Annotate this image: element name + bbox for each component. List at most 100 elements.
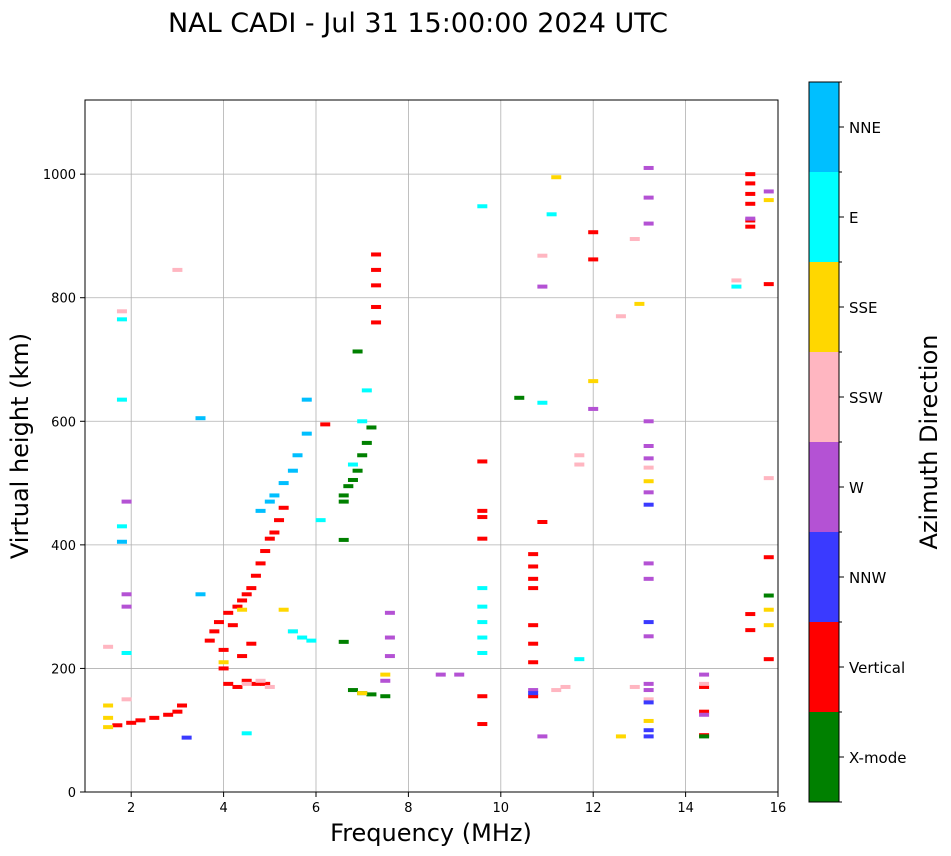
data-point (241, 681, 252, 686)
data-point (301, 431, 312, 436)
data-point (357, 419, 368, 424)
data-point (435, 672, 446, 677)
data-point (246, 586, 257, 591)
data-point (306, 638, 317, 643)
data-point (255, 561, 266, 566)
colorbar-segment (809, 172, 839, 262)
data-point (528, 586, 539, 591)
data-point (103, 725, 114, 730)
data-point (745, 612, 756, 617)
data-point (297, 635, 308, 640)
data-point (103, 703, 114, 708)
data-point (745, 201, 756, 206)
data-point (643, 634, 654, 639)
data-point (615, 734, 626, 739)
data-point (338, 639, 349, 644)
series-x-mode (338, 349, 774, 739)
series-ssw (103, 237, 774, 702)
y-tick-label: 200 (51, 662, 76, 677)
data-point (477, 459, 488, 464)
data-point (357, 453, 368, 458)
data-point (116, 539, 127, 544)
data-point (574, 462, 585, 467)
data-point (241, 592, 252, 597)
data-point (699, 672, 710, 677)
data-point (763, 623, 774, 628)
data-point (204, 638, 215, 643)
data-point (278, 481, 289, 486)
x-tick-label: 4 (219, 801, 227, 816)
data-point (763, 198, 774, 203)
x-tick-label: 16 (770, 801, 787, 816)
data-point (241, 731, 252, 736)
data-point (528, 641, 539, 646)
data-point (537, 519, 548, 524)
data-point (361, 388, 372, 393)
data-point (528, 576, 539, 581)
data-point (287, 468, 298, 473)
data-point (338, 499, 349, 504)
data-point (454, 672, 465, 677)
data-point (477, 515, 488, 520)
data-point (352, 349, 363, 354)
series-nne (116, 397, 312, 597)
data-point (172, 267, 183, 272)
data-point (121, 650, 132, 655)
data-point (384, 610, 395, 615)
data-point (135, 718, 146, 723)
y-tick-label: 400 (51, 539, 76, 554)
data-point (528, 688, 539, 693)
data-point (745, 191, 756, 196)
colorbar-segment (809, 262, 839, 352)
data-point (763, 555, 774, 560)
y-tick-label: 800 (51, 292, 76, 307)
data-point (320, 422, 331, 427)
data-point (643, 728, 654, 733)
data-point (264, 536, 275, 541)
data-point (260, 549, 271, 554)
data-point (643, 221, 654, 226)
data-point (643, 697, 654, 702)
data-point (195, 416, 206, 421)
data-point (278, 607, 289, 612)
colorbar: X-mode Vertical NNW W SSW SSE E NNE (808, 81, 906, 803)
data-point (218, 647, 229, 652)
data-point (103, 644, 114, 649)
data-point (643, 465, 654, 470)
data-point (269, 493, 280, 498)
data-point (172, 709, 183, 714)
data-point (477, 694, 488, 699)
data-point (763, 189, 774, 194)
data-point (195, 592, 206, 597)
data-point (629, 684, 640, 689)
data-point (371, 283, 382, 288)
data-point (643, 700, 654, 705)
data-point (246, 641, 257, 646)
data-point (643, 620, 654, 625)
grid-lines (85, 100, 778, 792)
data-point (278, 505, 289, 510)
y-tick-label: 0 (68, 786, 76, 801)
data-point (588, 406, 599, 411)
colorbar-tick-label: NNE (849, 119, 881, 137)
data-point (546, 212, 557, 217)
data-point (528, 691, 539, 696)
series-vertical (112, 172, 774, 738)
data-point (745, 181, 756, 186)
data-point (181, 735, 192, 740)
data-point (218, 660, 229, 665)
data-point (338, 493, 349, 498)
data-point (763, 607, 774, 612)
data-point (384, 635, 395, 640)
data-point (699, 734, 710, 739)
colorbar-segment (809, 442, 839, 532)
data-point (477, 650, 488, 655)
data-point (763, 657, 774, 662)
data-marks (103, 165, 774, 740)
data-point (643, 561, 654, 566)
data-point (121, 697, 132, 702)
data-point (745, 216, 756, 221)
data-point (380, 672, 391, 677)
data-point (232, 604, 243, 609)
